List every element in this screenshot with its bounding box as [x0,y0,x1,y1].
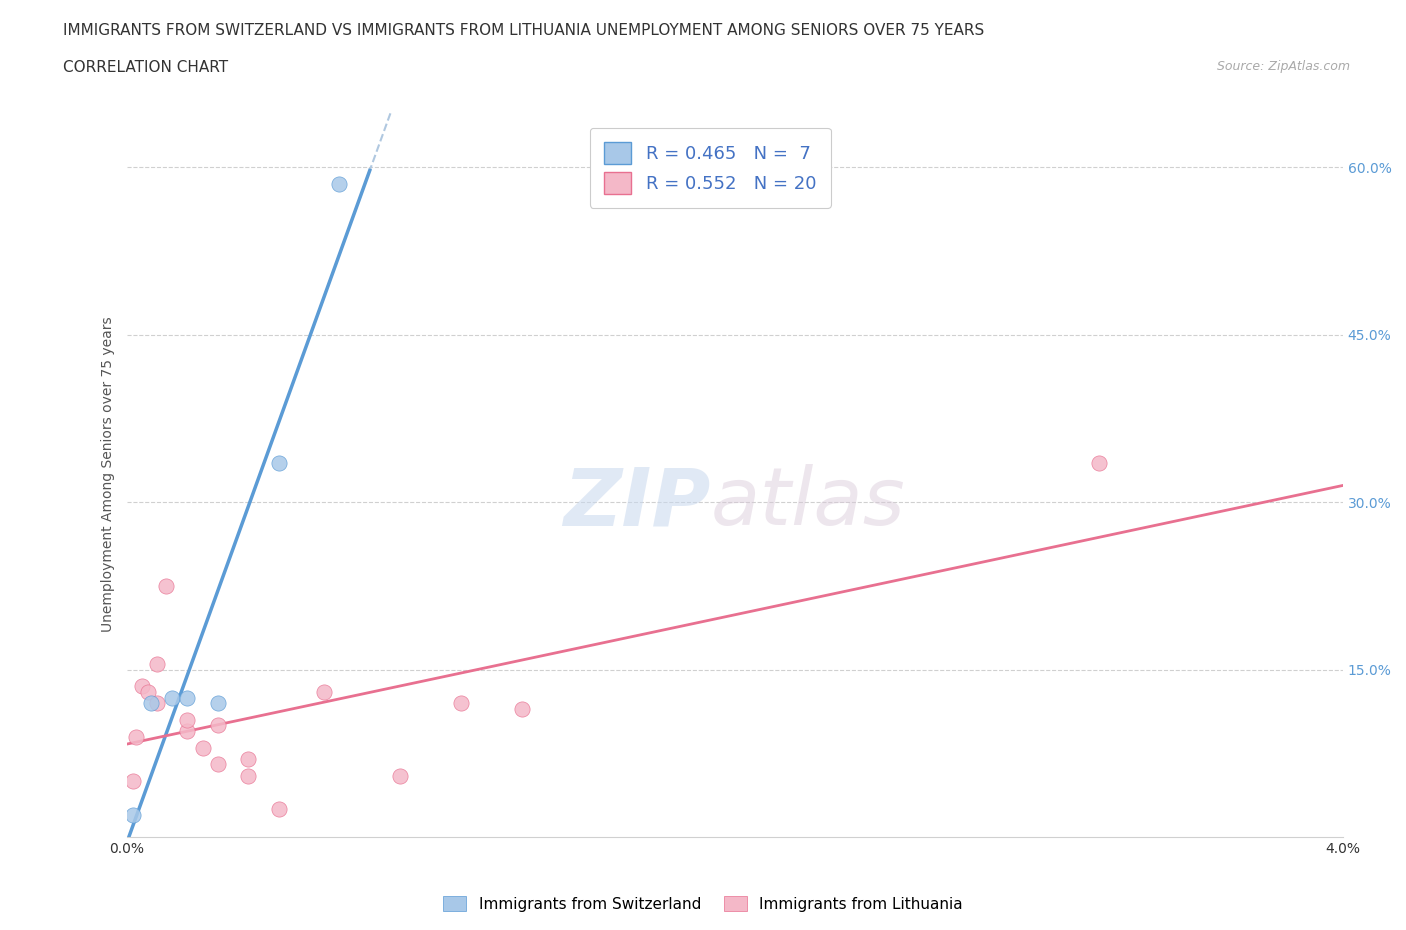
Point [236,768,259,783]
Point [328,177,350,192]
Point [207,696,229,711]
Point [236,751,259,766]
Text: ZIP: ZIP [562,464,710,542]
Point [146,657,169,671]
Legend: R = 0.465   N =  7, R = 0.552   N = 20: R = 0.465 N = 7, R = 0.552 N = 20 [591,128,831,208]
Text: IMMIGRANTS FROM SWITZERLAND VS IMMIGRANTS FROM LITHUANIA UNEMPLOYMENT AMONG SENI: IMMIGRANTS FROM SWITZERLAND VS IMMIGRANT… [63,23,984,38]
Point [131,679,153,694]
Point [450,696,472,711]
Point [121,774,143,789]
Point [121,807,143,822]
Point [176,690,198,705]
Point [139,696,162,711]
Point [176,712,198,727]
Point [160,690,183,705]
Point [510,701,533,716]
Point [207,718,229,733]
Point [136,684,159,699]
Point [267,456,290,471]
Text: Source: ZipAtlas.com: Source: ZipAtlas.com [1216,60,1350,73]
Point [146,696,169,711]
Point [155,578,177,593]
Point [267,802,290,817]
Point [389,768,412,783]
Point [176,724,198,738]
Point [207,757,229,772]
Y-axis label: Unemployment Among Seniors over 75 years: Unemployment Among Seniors over 75 years [101,316,115,632]
Point [314,684,336,699]
Text: CORRELATION CHART: CORRELATION CHART [63,60,228,75]
Text: atlas: atlas [710,464,905,542]
Point [191,740,214,755]
Legend: Immigrants from Switzerland, Immigrants from Lithuania: Immigrants from Switzerland, Immigrants … [437,889,969,918]
Point [1088,456,1111,471]
Point [124,729,146,744]
